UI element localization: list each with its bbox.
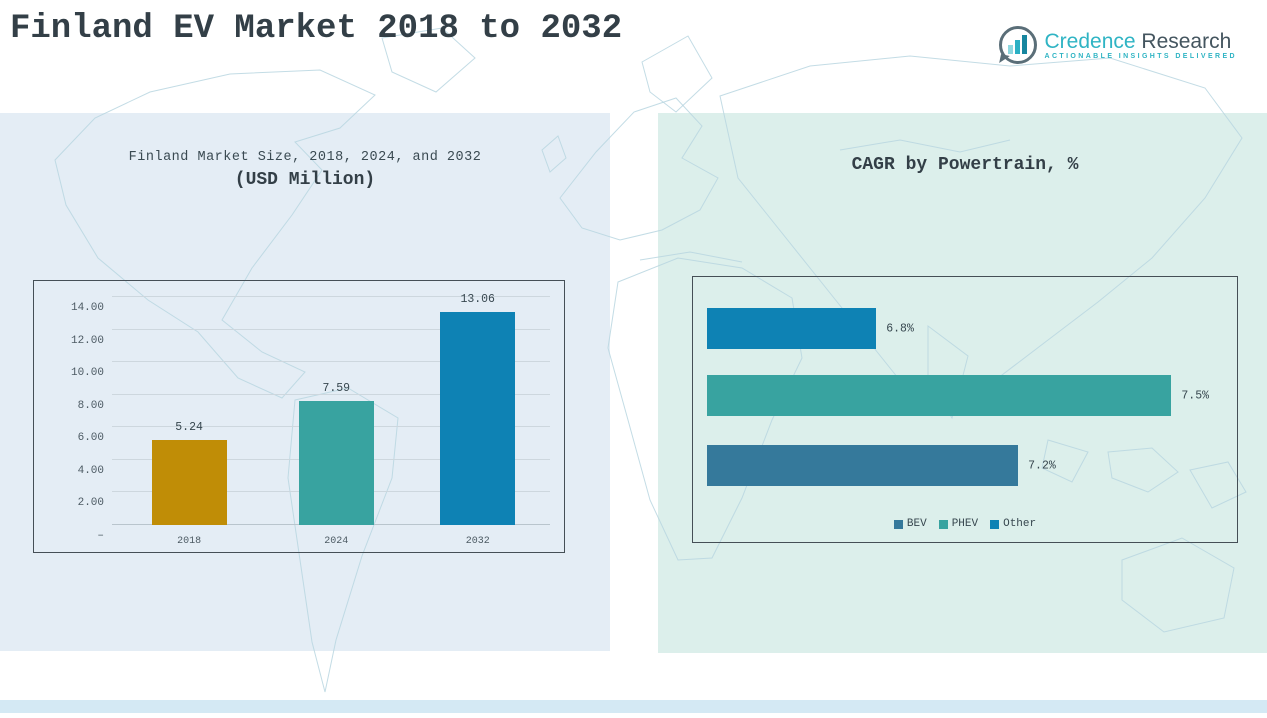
- bar-PHEV: [707, 375, 1172, 416]
- cagr-chart-title: CAGR by Powertrain, %: [851, 155, 1079, 175]
- x-axis-category-label: 2024: [324, 536, 349, 547]
- footer-strip: [0, 700, 1267, 713]
- market-size-title-line2: (USD Million): [234, 170, 376, 190]
- market-size-title-line1: Finland Market Size, 2018, 2024, and 203…: [128, 150, 482, 165]
- x-axis-category-label: 2018: [177, 536, 202, 547]
- bar-2018: [151, 439, 227, 525]
- cagr-chart: 6.8% 7.5% 7.2% BEV PHEV Other: [692, 276, 1238, 543]
- logo-brand-secondary: Research: [1141, 30, 1232, 53]
- logo-brand-primary: Credence: [1044, 30, 1136, 53]
- y-axis-tick-label: 2.00: [77, 497, 104, 510]
- bar-2032: [440, 312, 516, 525]
- x-axis-category-label: 2032: [465, 536, 490, 547]
- legend-label: PHEV: [951, 518, 979, 530]
- cagr-plot-area: 6.8% 7.5% 7.2%: [707, 305, 1223, 500]
- bar-Other: [707, 308, 877, 349]
- legend-label: Other: [1003, 518, 1037, 530]
- y-axis-tick-label: 6.00: [77, 432, 104, 445]
- legend-label: BEV: [906, 518, 927, 530]
- legend-item-other: Other: [990, 518, 1036, 530]
- bar-value-label: 7.2%: [1028, 459, 1056, 472]
- market-size-chart-title: Finland Market Size, 2018, 2024, and 203…: [60, 150, 550, 190]
- bar-BEV: [707, 445, 1019, 486]
- market-size-plot-area: 14.00 12.00 10.00 8.00 6.00 4.00 2.00 – 5.24 2018…: [71, 293, 550, 547]
- logo-text: Credence Research Actionable Insights De…: [1045, 30, 1238, 60]
- y-axis-tick-label: 14.00: [70, 302, 104, 314]
- y-axis-tick-label: –: [97, 530, 104, 542]
- y-axis-tick-label: 4.00: [77, 464, 104, 477]
- logo-tagline: Actionable Insights Delivered: [1044, 53, 1237, 60]
- bar-2024: [298, 401, 374, 525]
- y-axis-tick-label: 10.00: [70, 367, 104, 380]
- cagr-legend: BEV PHEV Other: [693, 518, 1237, 530]
- y-axis-tick-label: 8.00: [77, 399, 104, 412]
- bar-value-label: 5.24: [175, 420, 203, 434]
- bar-value-label: 7.5%: [1181, 389, 1209, 402]
- bar-value-label: 6.8%: [886, 322, 914, 335]
- legend-swatch: [893, 519, 903, 529]
- y-axis-tick-label: 12.00: [70, 334, 104, 347]
- logo-name: Credence Research: [1045, 30, 1238, 53]
- legend-swatch: [990, 519, 1000, 529]
- bar-value-label: 7.59: [322, 382, 351, 396]
- bar-value-label: 13.06: [460, 293, 495, 307]
- legend-item-bev: BEV: [893, 518, 927, 530]
- bar-chart-bubble-icon: [998, 26, 1037, 64]
- legend-item-phev: PHEV: [938, 518, 979, 530]
- page-title: Finland EV Market 2018 to 2032: [10, 10, 623, 48]
- credence-research-logo: Credence Research Actionable Insights De…: [998, 26, 1238, 64]
- legend-swatch: [938, 519, 948, 529]
- market-size-chart: 14.00 12.00 10.00 8.00 6.00 4.00 2.00 – 5.24 2018…: [33, 280, 565, 553]
